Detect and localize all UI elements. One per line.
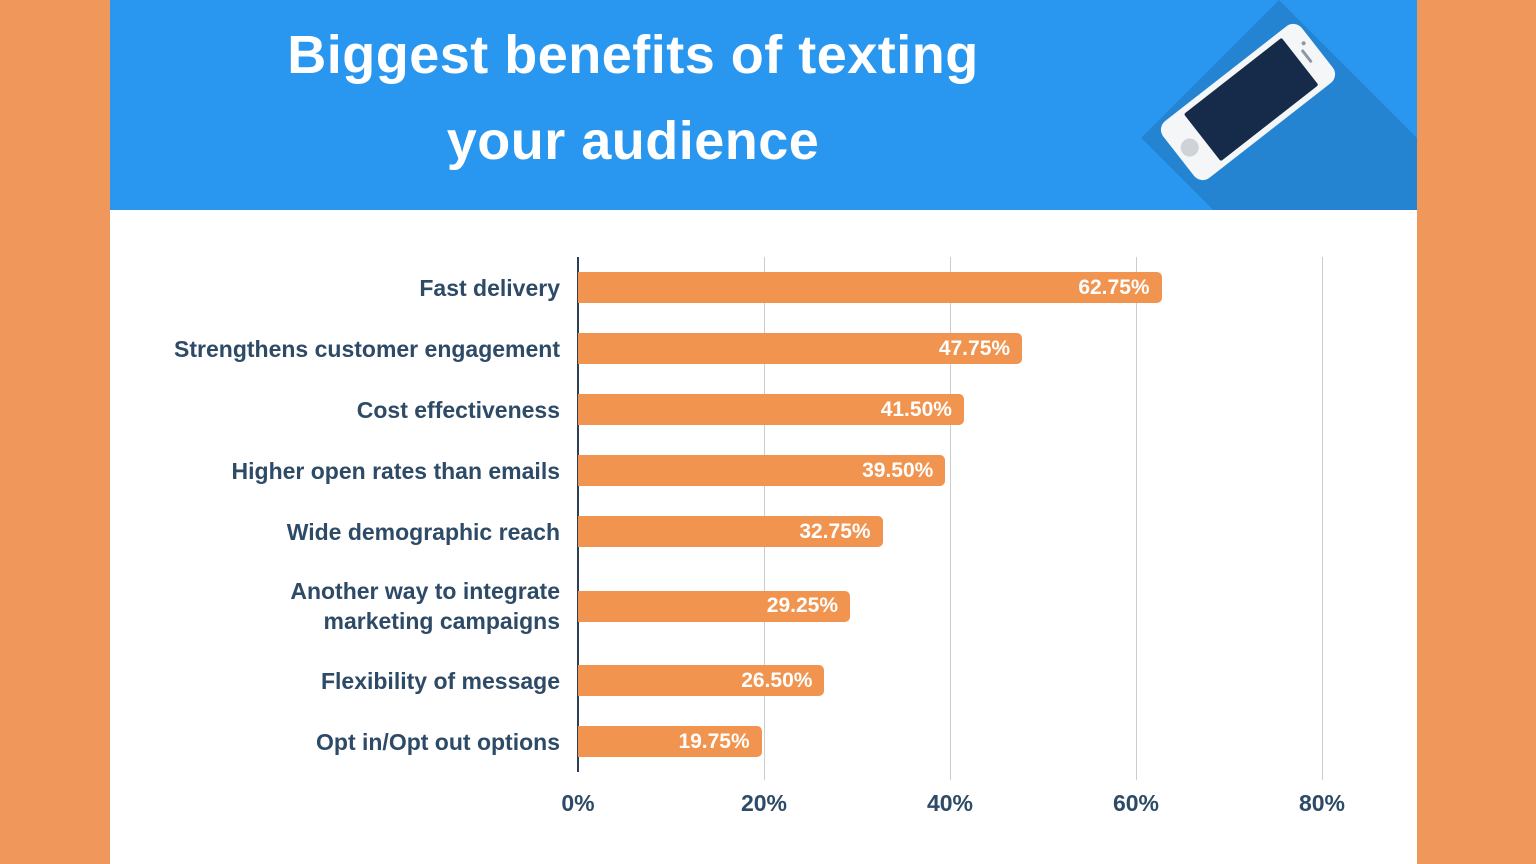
gridline [1136, 257, 1137, 780]
x-tick-label: 0% [561, 790, 595, 816]
chart-row: Strengthens customer engagement 47.75% [110, 318, 1417, 379]
title-line-2: your audience [446, 111, 820, 171]
phone-home-button [1177, 134, 1203, 161]
bar: 26.50% [578, 665, 825, 696]
bar: 32.75% [578, 516, 883, 547]
category-label: Cost effectiveness [356, 396, 560, 423]
category-label: Flexibility of message [320, 667, 560, 694]
chart-row: Higher open rates than emails 39.50% [110, 440, 1417, 501]
category-label: Opt in/Opt out options [316, 728, 560, 755]
bar: 39.50% [578, 455, 946, 486]
page-title: Biggest benefits of texting your audienc… [110, 12, 1156, 184]
gridline [1322, 257, 1323, 780]
category-label: Wide demographic reach [286, 518, 560, 545]
header: Biggest benefits of texting your audienc… [110, 0, 1417, 210]
value-label: 47.75% [938, 336, 1011, 360]
chart-rows: Fast delivery 62.75% Strengthens customer … [110, 257, 1417, 772]
value-label: 41.50% [880, 397, 952, 421]
category-label: Higher open rates than emails [231, 457, 560, 484]
value-label: 26.50% [741, 668, 813, 692]
chart-row: Cost effectiveness 41.50% [110, 379, 1417, 440]
chart-row: Another way to integrate marketing campa… [110, 562, 1417, 650]
chart-row: Fast delivery 62.75% [110, 257, 1417, 318]
bar: 47.75% [578, 333, 1023, 364]
chart-row: Wide demographic reach 32.75% [110, 501, 1417, 562]
phone-camera-dot [1300, 40, 1307, 47]
x-tick-label: 40% [926, 790, 974, 816]
bar: 29.25% [578, 590, 851, 622]
phone-speaker [1300, 48, 1313, 64]
chart-row: Opt in/Opt out options 19.75% [110, 711, 1417, 772]
value-label: 19.75% [678, 729, 750, 753]
value-label: 29.25% [766, 594, 839, 617]
title-line-1: Biggest benefits of texting [287, 25, 979, 85]
value-label: 32.75% [799, 519, 871, 543]
y-axis-line [577, 257, 579, 772]
x-tick-label: 20% [740, 790, 788, 816]
bar: 19.75% [578, 726, 762, 757]
category-label: Strengthens customer engagement [174, 335, 560, 362]
bar: 41.50% [578, 394, 964, 425]
x-tick-label: 80% [1298, 790, 1346, 816]
x-axis-ticks: 0% 20% 40% 60% 80% [110, 790, 1417, 824]
category-label: Another way to integrate marketing campa… [290, 578, 560, 634]
value-label: 62.75% [1078, 275, 1150, 299]
gridline [950, 257, 951, 780]
chart-row: Flexibility of message 26.50% [110, 650, 1417, 711]
bar-chart: Fast delivery 62.75% Strengthens customer … [110, 257, 1417, 857]
content-panel: Fast delivery 62.75% Strengthens customer … [110, 210, 1417, 864]
value-label: 39.50% [862, 458, 934, 482]
x-tick-label: 60% [1112, 790, 1160, 816]
category-label: Fast delivery [419, 274, 560, 301]
bar: 62.75% [578, 272, 1162, 303]
